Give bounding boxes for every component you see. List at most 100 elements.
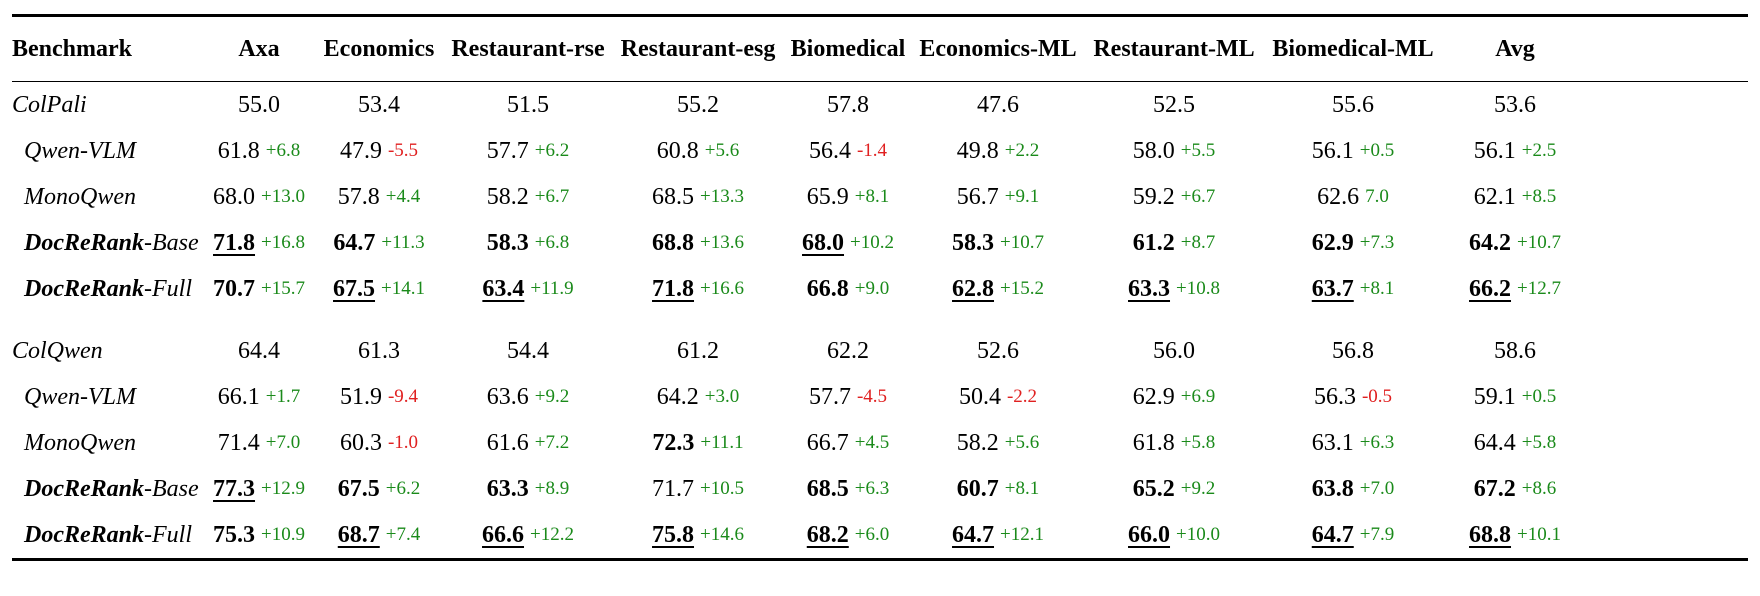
score-value: 64.7 <box>952 521 995 548</box>
method-name: ColQwen <box>12 337 103 364</box>
method-name: DocReRank <box>24 229 144 256</box>
score-cell: 63.6 +9.2 <box>428 374 628 420</box>
score-value: 56.1 <box>1311 137 1354 164</box>
method-variant: -Base <box>144 229 199 256</box>
method-name: MonoQwen <box>24 183 136 210</box>
score-cell: 57.8 +4.4 <box>279 174 479 220</box>
method-name: MonoQwen <box>24 429 136 456</box>
score-delta: +9.2 <box>1180 478 1216 499</box>
score-delta: +4.4 <box>385 186 421 207</box>
score-cell: 68.7 +7.4 <box>279 512 479 558</box>
score-delta: +10.0 <box>1176 524 1220 545</box>
score-delta: +16.8 <box>261 232 305 253</box>
score-delta: +9.2 <box>534 386 570 407</box>
score-delta: +6.7 <box>1180 186 1216 207</box>
table-row: DocReRank -Full 75.3 +10.9 68.7 +7.4 66.6 +12.2… <box>12 512 1748 558</box>
score-delta: +10.5 <box>700 478 744 499</box>
score-cell: 68.0 +10.2 <box>748 220 948 266</box>
score-cell: 50.4 -2.2 <box>898 374 1098 420</box>
score-cell: 56.7 +9.1 <box>898 174 1098 220</box>
score-value: 75.3 <box>213 521 256 548</box>
score-cell: 56.3 -0.5 <box>1253 374 1453 420</box>
row-label: DocReRank -Base <box>12 220 199 266</box>
score-delta: +6.8 <box>265 140 301 161</box>
score-cell: 62.9 +6.9 <box>1074 374 1274 420</box>
score-delta: +5.8 <box>1521 432 1557 453</box>
score-cell: 63.3 +10.8 <box>1074 266 1274 312</box>
score-value: 68.8 <box>1469 521 1512 548</box>
table-row: DocReRank -Base 71.8 +16.8 64.7 +11.3 58.3 +6.8… <box>12 220 1748 266</box>
score-cell: 65.9 +8.1 <box>748 174 948 220</box>
score-delta: +1.7 <box>265 386 301 407</box>
top-rule <box>12 14 1748 17</box>
score-value: 55.2 <box>677 91 719 118</box>
score-cell: 61.8 +6.8 <box>159 128 359 174</box>
score-value: 68.0 <box>213 183 256 210</box>
score-delta: +7.3 <box>1359 232 1395 253</box>
score-cell: 60.7 +8.1 <box>898 466 1098 512</box>
score-value: 68.8 <box>652 229 695 256</box>
score-delta: +8.1 <box>1359 278 1395 299</box>
method-name: DocReRank <box>24 475 144 502</box>
row-label: MonoQwen <box>12 420 136 466</box>
column-header: Economics <box>323 35 435 62</box>
score-value: 53.4 <box>358 91 400 118</box>
score-delta: +10.2 <box>850 232 894 253</box>
score-delta: +9.1 <box>1004 186 1040 207</box>
score-delta: +8.7 <box>1180 232 1216 253</box>
score-cell: 58.3 +6.8 <box>428 220 628 266</box>
score-cell: 64.7 +12.1 <box>898 512 1098 558</box>
score-cell: 71.4 +7.0 <box>159 420 359 466</box>
score-cell: 61.2 <box>598 328 798 374</box>
score-cell: 62.1 +8.5 <box>1415 174 1615 220</box>
column-header: Restaurant-ML <box>1093 35 1255 62</box>
score-cell: 64.7 +7.9 <box>1253 512 1453 558</box>
score-value: 56.8 <box>1332 337 1374 364</box>
score-delta: +8.9 <box>534 478 570 499</box>
score-value: 66.6 <box>482 521 525 548</box>
score-cell: 53.4 <box>279 82 479 128</box>
score-cell: 68.5 +6.3 <box>748 466 948 512</box>
score-value: 61.8 <box>1132 429 1175 456</box>
header-row: Benchmark Axa Economics Restaurant-rse Resta… <box>12 17 1748 81</box>
score-value: 59.2 <box>1132 183 1175 210</box>
score-delta: +10.8 <box>1176 278 1220 299</box>
method-variant: -Base <box>144 475 199 502</box>
score-cell: 65.2 +9.2 <box>1074 466 1274 512</box>
score-delta: +5.6 <box>704 140 740 161</box>
score-delta: +6.3 <box>1359 432 1395 453</box>
score-value: 66.8 <box>806 275 849 302</box>
score-value: 60.8 <box>656 137 699 164</box>
score-value: 63.8 <box>1311 475 1354 502</box>
table-row: ColQwen 64.4 61.3 54.4 61.2 62.2 52.6 56.0 56.8 5… <box>12 328 1748 374</box>
score-delta: +16.6 <box>700 278 744 299</box>
score-delta: -5.5 <box>387 140 419 161</box>
score-cell: 60.8 +5.6 <box>598 128 798 174</box>
score-value: 63.4 <box>482 275 525 302</box>
score-value: 63.7 <box>1311 275 1354 302</box>
score-delta: +10.1 <box>1517 524 1561 545</box>
score-delta: +6.2 <box>534 140 570 161</box>
score-cell: 58.3 +10.7 <box>898 220 1098 266</box>
score-cell: 66.7 +4.5 <box>748 420 948 466</box>
score-delta: +7.2 <box>534 432 570 453</box>
score-cell: 64.2 +10.7 <box>1415 220 1615 266</box>
score-cell: 55.0 <box>159 82 359 128</box>
score-value: 57.8 <box>827 91 869 118</box>
score-delta: +2.2 <box>1004 140 1040 161</box>
score-value: 51.9 <box>339 383 382 410</box>
group-spacer <box>12 312 1748 328</box>
score-delta: +0.5 <box>1359 140 1395 161</box>
table-row: MonoQwen 68.0 +13.0 57.8 +4.4 58.2 +6.7 68.5 +13… <box>12 174 1748 220</box>
score-value: 71.8 <box>652 275 695 302</box>
score-value: 47.6 <box>977 91 1019 118</box>
score-value: 57.7 <box>486 137 529 164</box>
score-delta: +11.1 <box>700 432 744 453</box>
results-table: Benchmark Axa Economics Restaurant-rse Resta… <box>12 14 1748 561</box>
score-value: 55.6 <box>1332 91 1374 118</box>
score-cell: 66.6 +12.2 <box>428 512 628 558</box>
column-header: Biomedical <box>790 35 906 62</box>
score-delta: +12.9 <box>261 478 305 499</box>
score-value: 68.7 <box>337 521 380 548</box>
score-value: 58.3 <box>486 229 529 256</box>
